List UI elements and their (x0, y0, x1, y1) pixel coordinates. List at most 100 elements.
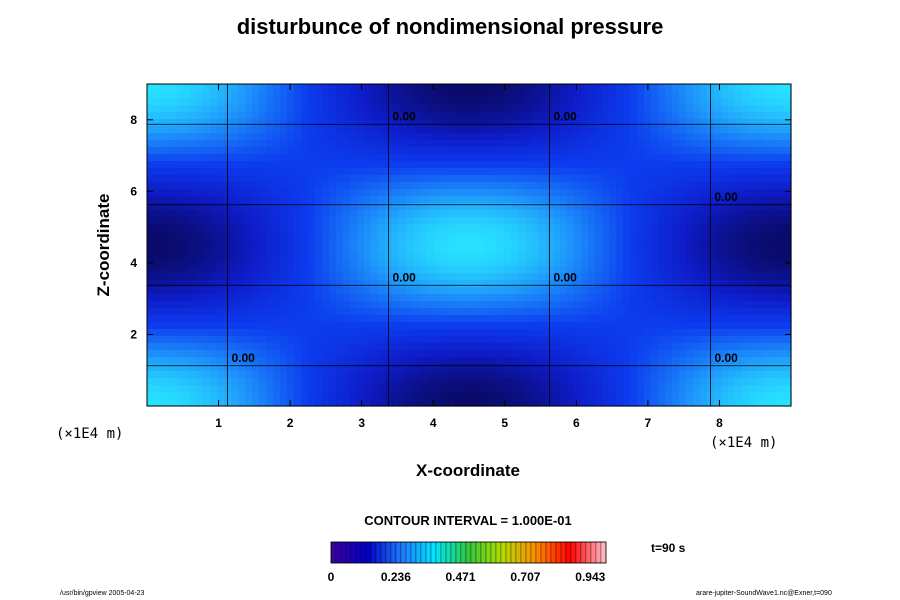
field-cell (189, 385, 197, 393)
field-cell (189, 252, 197, 260)
colorbar-swatch (395, 541, 402, 564)
field-cell (623, 357, 631, 365)
field-cell (658, 392, 666, 400)
field-cell (322, 91, 330, 99)
field-cell (693, 378, 701, 386)
field-cell (770, 175, 778, 183)
field-cell (273, 133, 281, 141)
field-cell (462, 301, 470, 309)
field-cell (245, 336, 253, 344)
field-cell (364, 84, 372, 92)
field-cell (175, 357, 183, 365)
field-cell (609, 350, 617, 358)
field-cell (616, 238, 624, 246)
field-cell (511, 161, 519, 169)
field-cell (161, 266, 169, 274)
field-cell (735, 126, 743, 134)
field-cell (539, 203, 547, 211)
field-cell (420, 343, 428, 351)
field-cell (686, 210, 694, 218)
field-cell (763, 224, 771, 232)
field-cell (630, 105, 638, 113)
field-cell (175, 392, 183, 400)
field-cell (238, 364, 246, 372)
field-cell (539, 105, 547, 113)
field-cell (679, 154, 687, 162)
field-cell (448, 154, 456, 162)
field-cell (329, 84, 337, 92)
field-cell (504, 308, 512, 316)
field-cell (329, 315, 337, 323)
field-cell (595, 203, 603, 211)
colorbar-tick-label: 0.707 (510, 570, 540, 584)
field-cell (574, 371, 582, 379)
field-cell (168, 238, 176, 246)
field-cell (588, 238, 596, 246)
field-cell (665, 189, 673, 197)
field-cell (770, 273, 778, 281)
field-cell (273, 161, 281, 169)
field-cell (455, 203, 463, 211)
field-cell (693, 133, 701, 141)
field-cell (784, 371, 792, 379)
field-cell (315, 168, 323, 176)
field-cell (525, 238, 533, 246)
field-cell (231, 210, 239, 218)
field-cell (630, 203, 638, 211)
field-cell (784, 266, 792, 274)
field-cell (336, 168, 344, 176)
colorbar-swatch (385, 541, 392, 564)
field-cell (371, 350, 379, 358)
field-cell (770, 280, 778, 288)
field-cell (567, 308, 575, 316)
field-cell (329, 252, 337, 260)
field-cell (266, 217, 274, 225)
field-cell (217, 238, 225, 246)
field-cell (490, 161, 498, 169)
field-cell (147, 112, 155, 120)
field-cell (560, 336, 568, 344)
field-cell (777, 140, 785, 148)
field-cell (287, 161, 295, 169)
field-cell (623, 392, 631, 400)
field-cell (322, 392, 330, 400)
field-cell (399, 133, 407, 141)
field-cell (679, 245, 687, 253)
field-cell (770, 196, 778, 204)
field-cell (679, 105, 687, 113)
field-cell (539, 245, 547, 253)
field-cell (476, 280, 484, 288)
field-cell (532, 133, 540, 141)
field-cell (672, 378, 680, 386)
field-cell (462, 196, 470, 204)
colorbar-swatch (535, 541, 542, 564)
field-cell (665, 266, 673, 274)
field-cell (273, 203, 281, 211)
field-cell (266, 336, 274, 344)
field-cell (364, 315, 372, 323)
field-cell (693, 357, 701, 365)
field-cell (714, 91, 722, 99)
field-cell (588, 385, 596, 393)
field-cell (329, 133, 337, 141)
field-cell (217, 154, 225, 162)
field-cell (392, 210, 400, 218)
field-cell (637, 189, 645, 197)
field-cell (161, 112, 169, 120)
field-cell (259, 203, 267, 211)
field-cell (434, 350, 442, 358)
field-cell (469, 91, 477, 99)
field-cell (777, 175, 785, 183)
field-cell (175, 385, 183, 393)
field-cell (630, 315, 638, 323)
field-cell (287, 259, 295, 267)
field-cell (161, 329, 169, 337)
field-cell (721, 301, 729, 309)
field-cell (168, 364, 176, 372)
field-cell (308, 133, 316, 141)
field-cell (651, 238, 659, 246)
field-cell (147, 315, 155, 323)
field-cell (413, 154, 421, 162)
field-cell (434, 371, 442, 379)
field-cell (700, 343, 708, 351)
